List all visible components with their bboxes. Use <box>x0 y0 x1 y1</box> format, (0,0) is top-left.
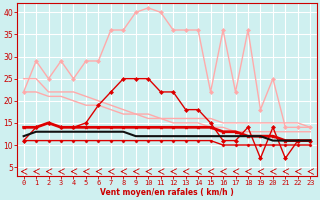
X-axis label: Vent moyen/en rafales ( km/h ): Vent moyen/en rafales ( km/h ) <box>100 188 234 197</box>
